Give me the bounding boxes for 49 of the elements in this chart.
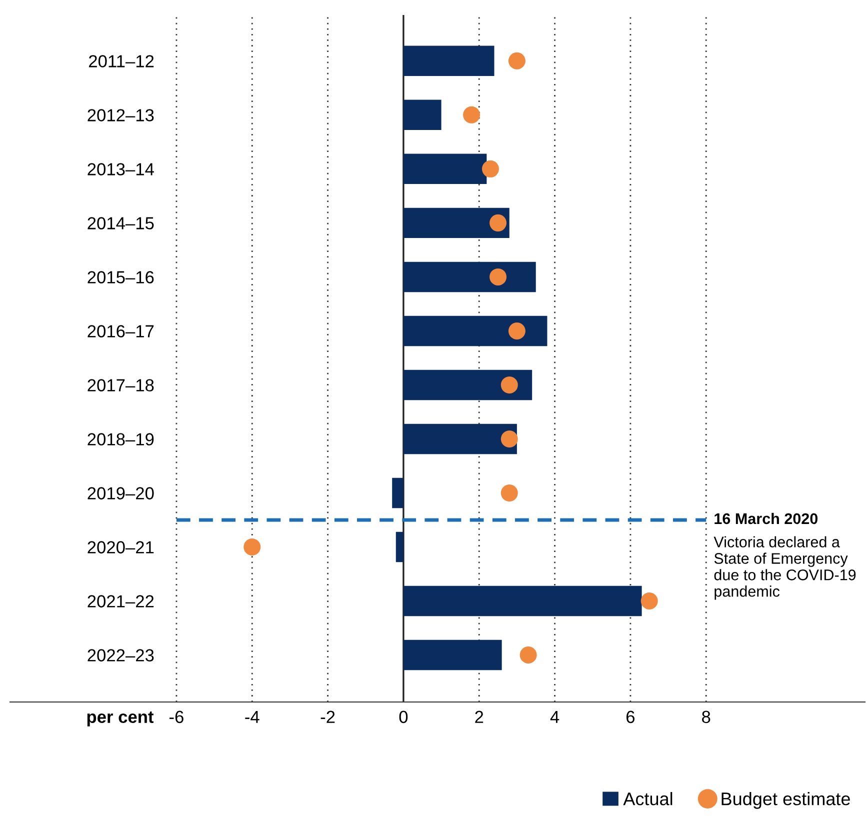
point xyxy=(244,538,261,556)
point xyxy=(500,430,518,448)
ref-line-label: 16 March 2020 xyxy=(714,512,818,524)
bar xyxy=(403,316,548,346)
x-tick-label: 6 xyxy=(626,710,635,724)
bar xyxy=(403,154,487,184)
y-tick-label: 2017–18 xyxy=(88,379,154,392)
legend-label: Budget estimate xyxy=(722,792,850,809)
bar xyxy=(392,478,404,508)
bar xyxy=(403,46,494,76)
x-tick-label: -4 xyxy=(245,710,260,723)
y-tick-label: 2019–20 xyxy=(88,487,154,500)
y-tick-label: 2018–19 xyxy=(88,433,154,446)
bar xyxy=(403,586,642,616)
y-tick-label: 2013–14 xyxy=(88,163,154,176)
x-tick-label: 2 xyxy=(475,710,484,723)
y-tick-label: 2011–12 xyxy=(89,55,154,68)
annotation: Victoria declared a State of Emergency due to the COVID-19 pandemic xyxy=(714,536,856,600)
point xyxy=(500,376,518,394)
y-tick-label: 2012–13 xyxy=(88,109,154,122)
y-tick-label: 2022–23 xyxy=(88,649,154,662)
point xyxy=(508,322,526,340)
bar xyxy=(403,208,510,238)
legend-label: Actual xyxy=(623,792,672,806)
point xyxy=(482,160,499,178)
bar xyxy=(396,532,404,562)
point xyxy=(500,484,518,502)
point xyxy=(490,214,507,232)
bar xyxy=(403,424,517,454)
y-tick-label: 2020–21 xyxy=(88,541,154,554)
x-tick-label: -6 xyxy=(170,710,184,724)
x-tick-label: 0 xyxy=(399,710,408,724)
point xyxy=(640,592,658,610)
point xyxy=(463,106,480,124)
bar xyxy=(403,100,442,130)
point xyxy=(508,52,526,70)
point xyxy=(490,268,507,286)
x-tick-label: -2 xyxy=(320,710,335,723)
y-tick-label: 2016–17 xyxy=(88,325,154,338)
x-tick-label: 4 xyxy=(550,710,560,723)
bar xyxy=(403,640,502,670)
x-tick-label: 8 xyxy=(702,710,710,724)
point xyxy=(520,646,537,664)
bar xyxy=(403,262,536,292)
y-tick-label: 2021–22 xyxy=(88,595,154,608)
y-tick-label: 2015–16 xyxy=(88,271,154,284)
x-axis-title: per cent xyxy=(87,712,154,726)
bar xyxy=(403,370,532,400)
y-tick-label: 2014–15 xyxy=(88,217,154,230)
